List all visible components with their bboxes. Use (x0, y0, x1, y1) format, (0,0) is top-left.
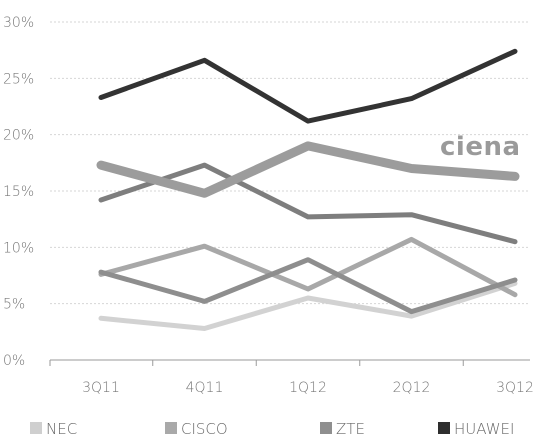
legend-label-zte: ZTE (336, 420, 365, 438)
series-line-unnamed-3 (98, 162, 518, 245)
series-line-huawei (98, 48, 518, 124)
legend: NEC CISCO ZTE HUAWEI (30, 420, 514, 438)
legend-swatch-huawei (438, 422, 450, 434)
legend-label-cisco: CISCO (181, 420, 228, 438)
x-tick-label: 3Q11 (82, 380, 120, 396)
legend-swatch-zte (320, 422, 332, 434)
y-tick-label: 10% (3, 240, 34, 256)
y-tick-label: 20% (3, 128, 34, 144)
x-tick-label: 2Q12 (393, 380, 431, 396)
y-tick-label: 5% (3, 297, 25, 313)
legend-label-huawei: HUAWEI (454, 420, 514, 438)
x-axis: 3Q11 4Q11 1Q12 2Q12 3Q12 (49, 360, 534, 396)
x-tick-label: 3Q12 (496, 380, 534, 396)
y-tick-label: 0% (3, 353, 25, 369)
y-tick-label: 25% (3, 71, 34, 87)
y-tick-label: 30% (3, 15, 34, 31)
series-line-nec (98, 280, 518, 331)
series-lines (96, 48, 520, 331)
y-axis: 0% 5% 10% 15% 20% 25% 30% (3, 15, 34, 369)
series-line-cisco (98, 236, 518, 298)
legend-label-nec: NEC (46, 420, 77, 438)
x-tick-label: 1Q12 (289, 380, 327, 396)
y-tick-label: 15% (3, 184, 34, 200)
legend-swatch-cisco (165, 422, 177, 434)
legend-swatch-nec (30, 422, 42, 434)
ciena-annotation: ciena (440, 132, 521, 162)
series-line-unnamed-4 (96, 141, 520, 198)
series-line-zte (98, 257, 518, 315)
x-tick-label: 4Q11 (186, 380, 224, 396)
